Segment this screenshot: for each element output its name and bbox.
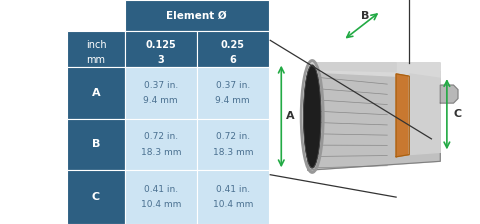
- Polygon shape: [308, 63, 440, 170]
- Bar: [125, 170, 197, 224]
- Polygon shape: [308, 63, 440, 78]
- Text: 10.4 mm: 10.4 mm: [213, 200, 253, 209]
- Text: B: B: [361, 11, 370, 21]
- Text: 3: 3: [157, 56, 164, 65]
- Bar: [197, 170, 269, 224]
- Text: C: C: [454, 109, 462, 119]
- Text: 9.4 mm: 9.4 mm: [144, 96, 178, 105]
- Text: 18.3 mm: 18.3 mm: [213, 148, 253, 157]
- Ellipse shape: [303, 65, 321, 168]
- Text: 0.125: 0.125: [145, 40, 176, 50]
- Text: 9.4 mm: 9.4 mm: [216, 96, 250, 105]
- Bar: [67, 67, 125, 119]
- Text: mm: mm: [86, 56, 106, 65]
- Text: 0.41 in.: 0.41 in.: [144, 185, 178, 194]
- Polygon shape: [308, 63, 396, 72]
- Text: inch: inch: [86, 40, 106, 50]
- Bar: [67, 119, 125, 170]
- Polygon shape: [440, 85, 458, 103]
- Bar: [125, 119, 197, 170]
- Text: 0.72 in.: 0.72 in.: [144, 132, 178, 141]
- Text: 10.4 mm: 10.4 mm: [141, 200, 181, 209]
- Text: C: C: [92, 192, 100, 202]
- Text: 0.37 in.: 0.37 in.: [216, 81, 250, 90]
- Text: 6: 6: [229, 56, 236, 65]
- Bar: [197, 67, 269, 119]
- Text: A: A: [92, 88, 100, 98]
- Bar: [125, 31, 197, 67]
- Bar: [67, 31, 125, 67]
- Text: A: A: [286, 112, 294, 121]
- Bar: [125, 67, 197, 119]
- Text: 0.72 in.: 0.72 in.: [216, 132, 250, 141]
- Text: Element Ø: Element Ø: [167, 11, 227, 21]
- Bar: [197, 31, 269, 67]
- Text: B: B: [92, 140, 100, 149]
- Text: 0.25: 0.25: [221, 40, 245, 50]
- Text: 0.41 in.: 0.41 in.: [216, 185, 250, 194]
- Bar: [67, 170, 125, 224]
- Text: 0.37 in.: 0.37 in.: [144, 81, 178, 90]
- Bar: [125, 0, 269, 31]
- Text: 18.3 mm: 18.3 mm: [141, 148, 181, 157]
- Polygon shape: [409, 74, 440, 155]
- Polygon shape: [396, 74, 409, 157]
- Bar: [197, 119, 269, 170]
